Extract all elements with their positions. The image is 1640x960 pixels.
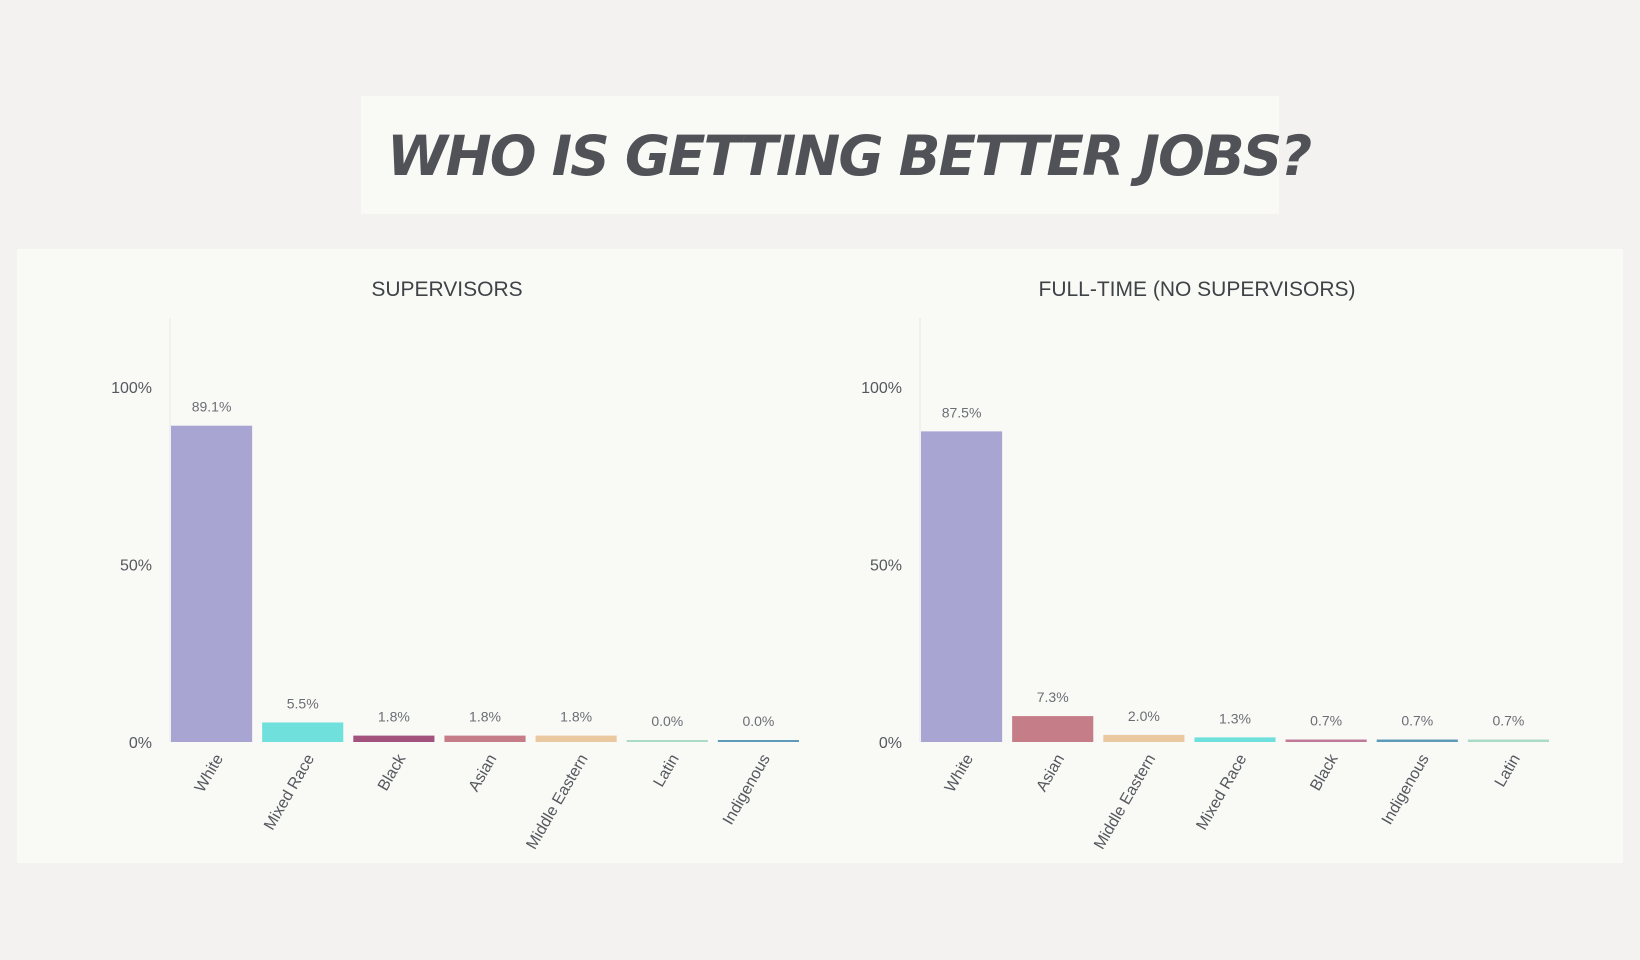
x-tick-label: Latin (651, 752, 683, 791)
x-tick-label: Black (1307, 751, 1342, 794)
chart-panel: SUPERVISORS 0% 50% 100% 89.1% White 5.5% Mixed … (17, 249, 1623, 863)
bar-white (171, 425, 253, 742)
chart-2: FULL-TIME (NO SUPERVISORS) 0% 50% 100% 87.5%… (861, 278, 1549, 852)
bar-indigenous (1376, 739, 1458, 742)
data-label: 2.0% (1128, 708, 1160, 724)
x-tick-label: Indigenous (1379, 752, 1433, 828)
x-tick-label: Latin (1492, 752, 1524, 791)
data-label: 1.3% (1219, 710, 1251, 726)
bar-black (353, 735, 435, 742)
x-tick-label: Middle Eastern (1091, 752, 1159, 853)
title-box: WHO IS GETTING BETTER JOBS? (361, 96, 1312, 214)
y-tick-label: 0% (879, 735, 902, 752)
x-tick-label: Asian (1033, 752, 1068, 795)
data-label: 1.8% (469, 709, 501, 725)
data-label: 0.7% (1492, 713, 1524, 729)
bar-latin (626, 740, 708, 742)
data-label: 0.7% (1310, 713, 1342, 729)
data-label: 7.3% (1037, 689, 1069, 705)
y-tick-label: 0% (129, 735, 152, 752)
data-label: 0.7% (1401, 713, 1433, 729)
x-tick-label: Mixed Race (1193, 751, 1250, 833)
y-tick-label: 100% (861, 380, 902, 397)
charts-svg: SUPERVISORS 0% 50% 100% 89.1% White 5.5% Mixed … (111, 278, 1549, 852)
chart-title: SUPERVISORS (371, 278, 522, 301)
x-tick-label: Mixed Race (261, 751, 318, 833)
x-tick-label: Black (375, 751, 410, 794)
x-tick-label: Indigenous (720, 752, 774, 828)
page-title: WHO IS GETTING BETTER JOBS? (387, 124, 1312, 188)
chart-1: SUPERVISORS 0% 50% 100% 89.1% White 5.5% Mixed … (111, 278, 799, 852)
data-label: 1.8% (378, 709, 410, 725)
data-label: 89.1% (192, 399, 232, 415)
chart-title: FULL-TIME (NO SUPERVISORS) (1039, 278, 1356, 301)
x-tick-label: Asian (466, 752, 501, 795)
bar-latin (1467, 739, 1549, 742)
data-label: 1.8% (560, 709, 592, 725)
data-label: 5.5% (287, 695, 319, 711)
x-tick-label: Middle Eastern (524, 752, 592, 853)
x-tick-label: White (192, 751, 227, 795)
bar-middle-eastern (535, 735, 617, 742)
data-label: 0.0% (651, 713, 683, 729)
bar-asian (444, 735, 526, 742)
bar-middle-eastern (1103, 734, 1185, 742)
bar-white (921, 431, 1003, 742)
bar-indigenous (717, 740, 799, 742)
data-label: 0.0% (742, 713, 774, 729)
bar-mixed-race (1194, 737, 1276, 742)
y-tick-label: 100% (111, 380, 152, 397)
bar-asian (1012, 716, 1094, 742)
bar-black (1285, 739, 1367, 742)
bar-mixed-race (262, 722, 344, 742)
x-tick-label: White (942, 751, 977, 795)
data-label: 87.5% (942, 404, 982, 420)
y-tick-label: 50% (120, 558, 152, 575)
y-tick-label: 50% (870, 558, 902, 575)
